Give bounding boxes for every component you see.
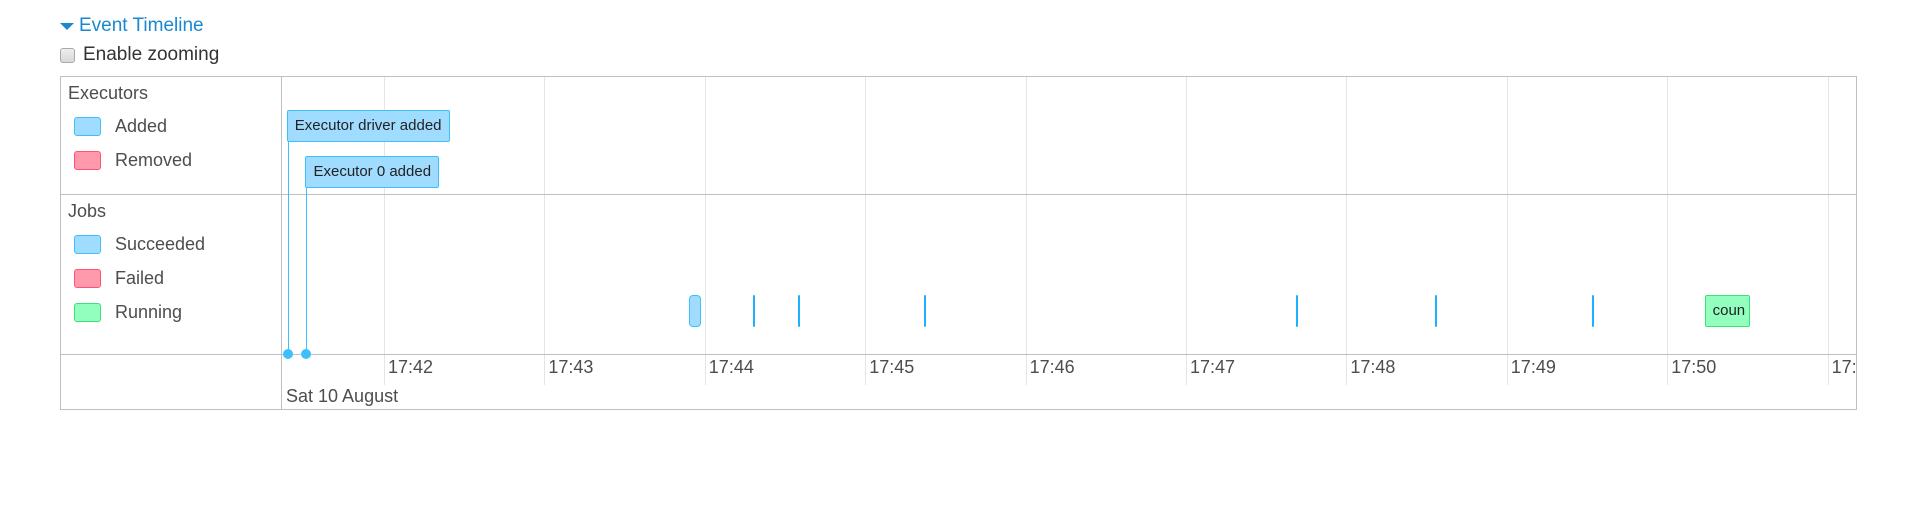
job-succeeded-item[interactable] bbox=[924, 295, 926, 327]
job-succeeded-item[interactable] bbox=[752, 295, 755, 327]
legend-item-failed: Failed bbox=[74, 268, 164, 289]
legend-swatch bbox=[74, 269, 101, 288]
grid-line bbox=[1506, 77, 1508, 385]
legend-swatch bbox=[74, 151, 101, 170]
group-divider bbox=[61, 194, 1856, 195]
time-axis-line bbox=[61, 354, 1856, 355]
label-column-divider bbox=[281, 77, 282, 409]
axis-tick-label: 17:49 bbox=[1510, 357, 1556, 377]
job-running-item[interactable]: coun bbox=[1704, 295, 1751, 327]
timeline-panel[interactable]: 17:42 17:43 17:44 17:45 17:46 17:47 17:48 17:49… bbox=[60, 76, 1857, 410]
job-succeeded-item[interactable] bbox=[1434, 295, 1437, 327]
grid-line bbox=[1186, 77, 1187, 385]
axis-tick-label: 17:42 bbox=[388, 357, 434, 377]
grid-line bbox=[704, 77, 706, 385]
grid-line bbox=[1667, 77, 1669, 385]
executor-event-dot[interactable] bbox=[282, 349, 293, 359]
legend-swatch bbox=[74, 235, 101, 254]
job-succeeded-item[interactable] bbox=[1295, 295, 1298, 327]
legend-item-removed: Removed bbox=[74, 150, 192, 171]
axis-date-label: Sat 10 August bbox=[286, 386, 399, 406]
legend-label: Succeeded bbox=[115, 234, 206, 254]
grid-line bbox=[1827, 77, 1829, 385]
axis-tick-label: 17:45 bbox=[869, 357, 915, 377]
legend-label: Added bbox=[115, 116, 168, 136]
axis-tick-label: 17:48 bbox=[1350, 357, 1396, 377]
enable-zooming-label: Enable zooming bbox=[83, 44, 220, 65]
grid-line bbox=[865, 77, 867, 385]
legend-label: Failed bbox=[115, 268, 165, 288]
legend-item-running: Running bbox=[74, 302, 182, 323]
executor-event-box[interactable]: Executor 0 added bbox=[305, 156, 440, 188]
axis-tick-label: 17:44 bbox=[708, 357, 754, 377]
axis-tick-label: 17:46 bbox=[1029, 357, 1075, 377]
event-timeline-title: Event Timeline bbox=[79, 15, 204, 36]
legend-swatch bbox=[74, 117, 101, 136]
executor-event-line bbox=[306, 188, 308, 354]
grid-line bbox=[1346, 77, 1348, 385]
enable-zooming-control[interactable]: Enable zooming bbox=[60, 44, 219, 66]
grid-line bbox=[1025, 77, 1027, 385]
grid-line bbox=[544, 77, 546, 385]
group-label-executors: Executors bbox=[68, 83, 149, 103]
job-succeeded-item[interactable] bbox=[1592, 295, 1595, 327]
enable-zooming-checkbox[interactable] bbox=[60, 47, 75, 63]
axis-tick-label: 17:50 bbox=[1671, 357, 1717, 377]
executor-event-dot[interactable] bbox=[301, 349, 312, 359]
event-timeline-toggle[interactable]: Event Timeline bbox=[60, 15, 204, 37]
grid-line bbox=[384, 77, 385, 385]
executor-event-line bbox=[287, 142, 289, 354]
caret-down-icon bbox=[60, 22, 74, 30]
legend-item-added: Added bbox=[74, 116, 167, 137]
legend-item-succeeded: Succeeded bbox=[74, 234, 205, 255]
legend-swatch bbox=[74, 303, 101, 322]
legend-label: Running bbox=[115, 302, 183, 322]
axis-tick-label: 17:43 bbox=[548, 357, 594, 377]
axis-tick-label: 17:51 bbox=[1831, 357, 1857, 377]
group-label-jobs: Jobs bbox=[68, 201, 107, 221]
legend-label: Removed bbox=[115, 150, 193, 170]
executor-event-box[interactable]: Executor driver added bbox=[286, 110, 450, 142]
job-succeeded-item[interactable] bbox=[798, 295, 801, 327]
job-succeeded-item[interactable] bbox=[688, 295, 701, 327]
axis-tick-label: 17:47 bbox=[1190, 357, 1236, 377]
